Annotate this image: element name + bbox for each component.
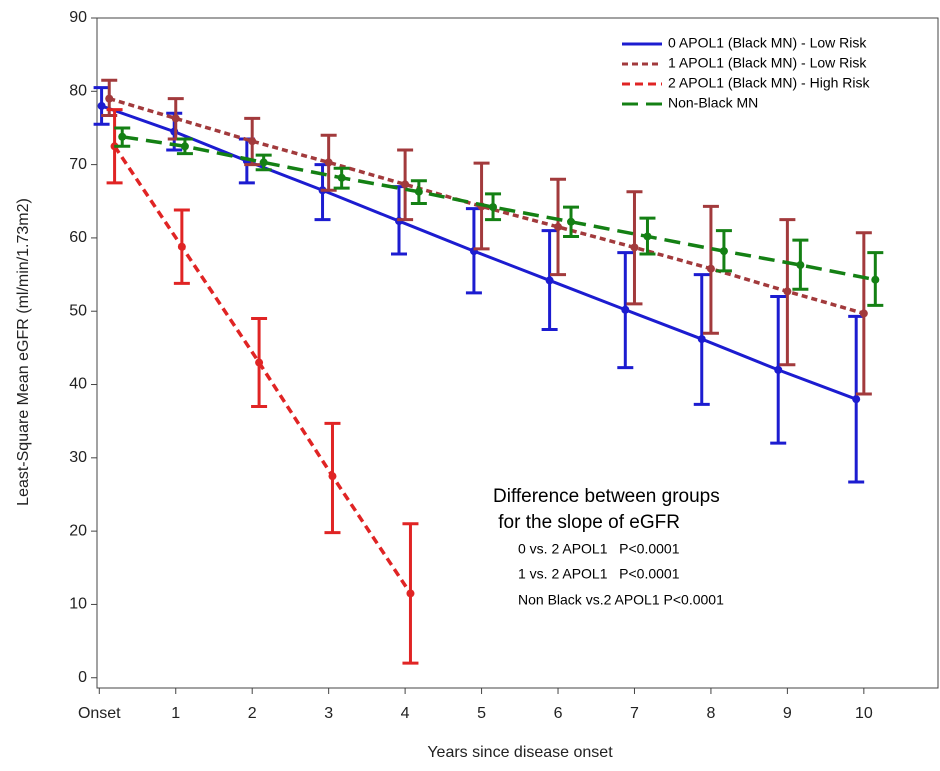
point <box>630 243 639 252</box>
x-tick-label: 10 <box>855 705 873 722</box>
point <box>852 395 861 404</box>
y-tick-label: 20 <box>69 522 87 539</box>
point <box>796 261 805 270</box>
point <box>643 232 652 241</box>
x-tick-label: 5 <box>477 705 486 722</box>
point <box>401 180 410 189</box>
point <box>871 275 880 284</box>
x-tick-label: Onset <box>78 705 121 722</box>
annotation: 1 vs. 2 APOL1 P<0.0001 <box>518 566 680 582</box>
y-tick-label: 60 <box>69 229 87 246</box>
y-tick-label: 50 <box>69 302 87 319</box>
series-line <box>101 104 857 401</box>
x-tick-label: 7 <box>630 705 639 722</box>
annotation: Non Black vs.2 APOL1 P<0.0001 <box>518 592 724 608</box>
legend-label: 2 APOL1 (Black MN) - High Risk <box>668 75 870 91</box>
point <box>545 276 554 285</box>
point <box>706 264 715 273</box>
point <box>337 173 346 182</box>
y-tick-label: 70 <box>69 156 87 173</box>
x-tick-label: 8 <box>706 705 715 722</box>
series <box>114 126 884 307</box>
x-tick-label: 2 <box>248 705 257 722</box>
series-line <box>108 96 865 316</box>
point <box>567 217 576 226</box>
point <box>118 132 127 141</box>
point <box>177 242 186 251</box>
point <box>97 101 106 110</box>
x-axis-label: Years since disease onset <box>427 744 613 761</box>
point <box>783 287 792 296</box>
annotation: 0 vs. 2 APOL1 P<0.0001 <box>518 541 680 557</box>
series-line <box>113 145 412 595</box>
point <box>171 114 180 123</box>
y-tick-label: 80 <box>69 83 87 100</box>
y-tick-label: 30 <box>69 449 87 466</box>
point <box>324 158 333 167</box>
point <box>697 335 706 344</box>
x-tick-label: 1 <box>171 705 180 722</box>
x-tick-label: 4 <box>401 705 410 722</box>
legend-label: 1 APOL1 (Black MN) - Low Risk <box>668 55 867 71</box>
legend-label: Non-Black MN <box>668 95 758 111</box>
y-tick-label: 0 <box>78 669 87 686</box>
point <box>259 158 268 167</box>
point <box>859 309 868 318</box>
y-tick-label: 10 <box>69 596 87 613</box>
plot-frame <box>96 17 939 689</box>
series-line <box>121 135 876 282</box>
series <box>106 108 419 665</box>
annotation: Difference between groups <box>493 486 720 507</box>
annotation: for the slope of eGFR <box>493 512 680 533</box>
point <box>554 222 563 231</box>
y-tick-label: 90 <box>69 9 87 26</box>
y-tick-label: 40 <box>69 376 87 393</box>
point <box>414 187 423 196</box>
series <box>93 86 865 484</box>
point <box>248 137 257 146</box>
point <box>255 358 264 367</box>
point <box>180 142 189 151</box>
point <box>105 94 114 103</box>
point <box>719 247 728 256</box>
x-tick-label: 6 <box>554 705 563 722</box>
point <box>621 305 630 314</box>
point <box>774 365 783 374</box>
point <box>489 203 498 212</box>
series <box>101 78 872 396</box>
legend-label: 0 APOL1 (Black MN) - Low Risk <box>668 35 867 51</box>
point <box>406 589 415 598</box>
point <box>328 472 337 481</box>
x-tick-label: 9 <box>783 705 792 722</box>
y-axis-label: Least-Square Mean eGFR (ml/min/1.73m2) <box>15 198 32 506</box>
x-tick-label: 3 <box>324 705 333 722</box>
